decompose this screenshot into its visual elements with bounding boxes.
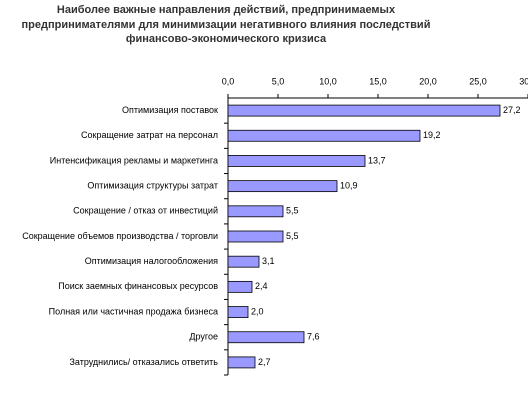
y-tick-label: Сокращение затрат на персонал (81, 130, 218, 140)
y-tick-label: Полная или частичная продажа бизнеса (49, 306, 218, 316)
y-tick-label: Сокращение / отказ от инвестиций (73, 206, 218, 216)
bar (227, 129, 421, 142)
chart-title: финансово-экономического кризиса (126, 33, 327, 45)
y-tick-label: Сокращение объемов производства / торгов… (22, 231, 218, 241)
bar (227, 230, 284, 243)
y-tick-label: Затруднились/ отказались ответить (69, 357, 218, 367)
y-tick-label: Другое (189, 332, 218, 342)
data-label: 2,4 (255, 281, 268, 291)
data-label: 3,1 (262, 256, 275, 266)
data-label: 10,9 (340, 181, 358, 191)
bar (227, 306, 249, 318)
y-tick-label: Поиск заемных финансовых ресурсов (58, 281, 218, 291)
data-label: 5,5 (286, 231, 299, 241)
y-tick-label: Оптимизация структуры затрат (87, 181, 218, 191)
bar (227, 255, 260, 268)
data-label: 2,0 (251, 306, 264, 316)
x-tick-label: 0,0 (222, 76, 235, 86)
chart-title: предпринимателями для минимизации негати… (22, 19, 431, 31)
x-tick-label: 5,0 (272, 76, 285, 86)
bar (227, 205, 284, 218)
bar (227, 280, 253, 293)
y-tick-label: Оптимизация налогообложения (85, 256, 218, 266)
chart-title: Наиболее важные направления действий, пр… (57, 4, 396, 16)
data-label: 7,6 (307, 332, 320, 342)
x-tick-label: 30,0 (519, 76, 528, 86)
data-label: 19,2 (423, 130, 441, 140)
x-tick-label: 25,0 (469, 76, 487, 86)
data-label: 5,5 (286, 206, 299, 216)
x-tick-label: 15,0 (369, 76, 387, 86)
data-label: 27,2 (503, 105, 521, 115)
y-tick-label: Интенсификация рекламы и маркетинга (50, 155, 218, 165)
bar (227, 104, 501, 117)
bar (227, 331, 305, 344)
y-tick-label: Оптимизация поставок (122, 105, 218, 115)
data-label: 13,7 (368, 155, 386, 165)
x-tick-label: 10,0 (319, 76, 337, 86)
data-label: 2,7 (258, 357, 271, 367)
x-tick-label: 20,0 (419, 76, 437, 86)
bar (227, 180, 338, 193)
bar (227, 356, 256, 369)
bar (227, 155, 366, 167)
